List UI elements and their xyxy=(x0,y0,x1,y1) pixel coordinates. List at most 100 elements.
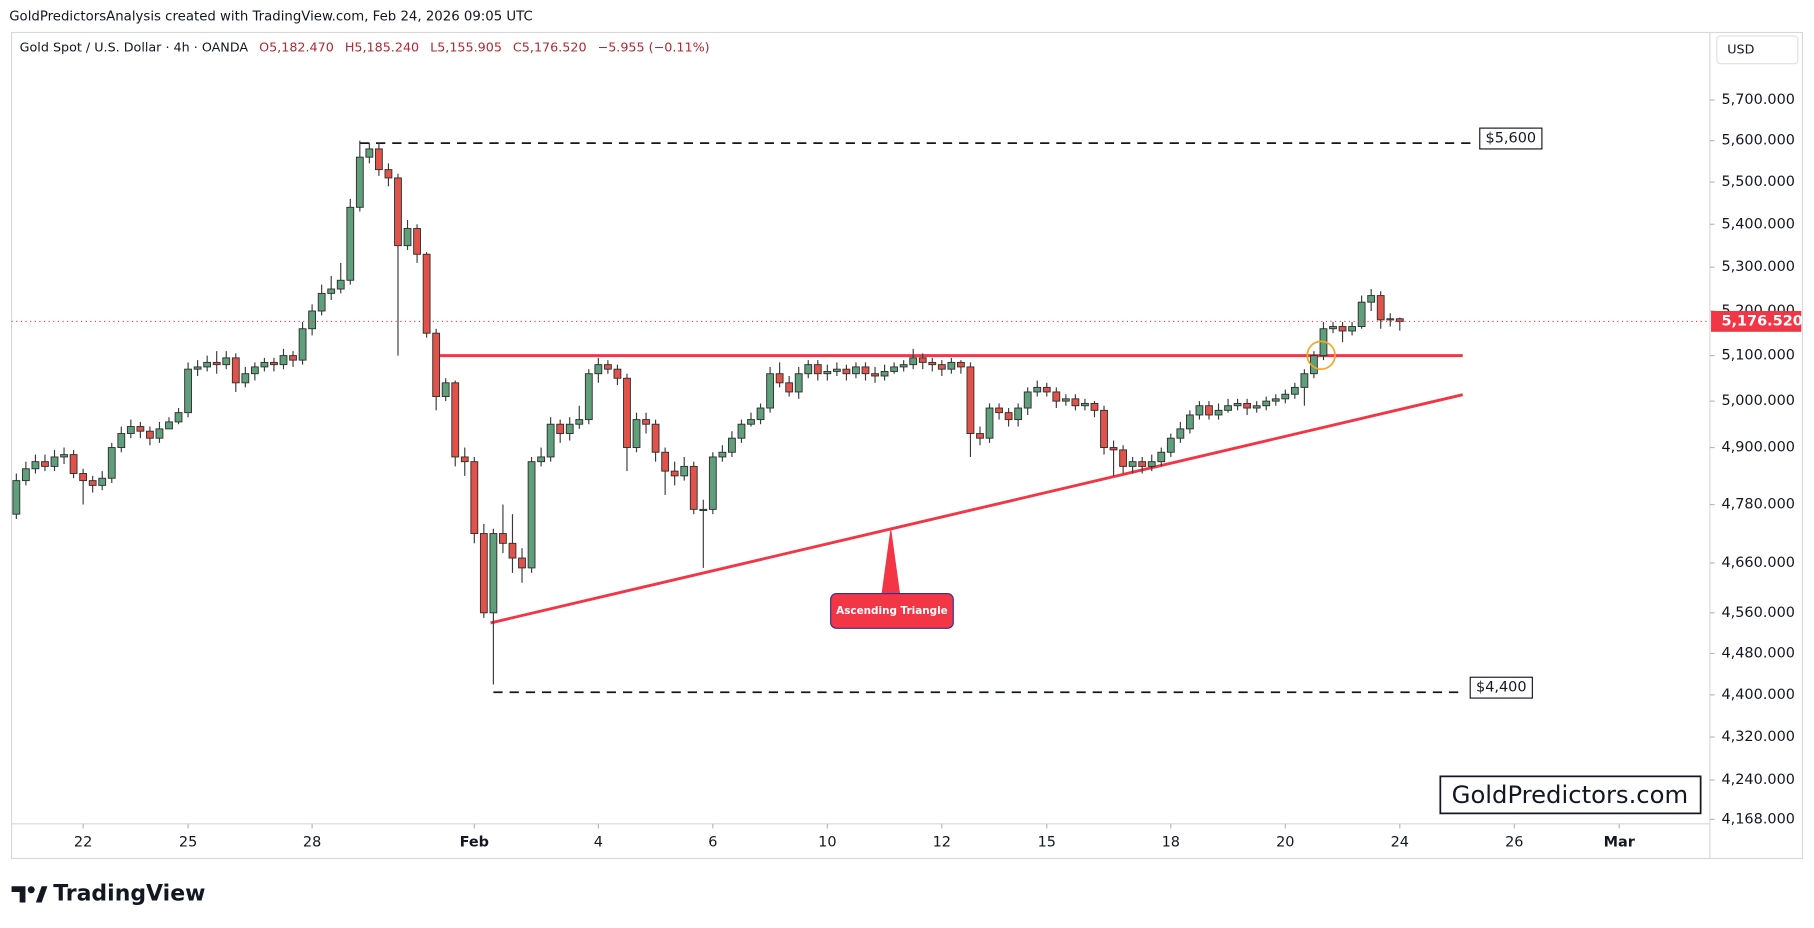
candle-body xyxy=(308,310,317,330)
candle-body xyxy=(1233,402,1242,407)
candle-body xyxy=(146,430,154,439)
candle-body xyxy=(375,148,383,171)
y-tick-label: 5,000.000 xyxy=(1721,393,1795,409)
candle-body xyxy=(260,361,269,368)
currency-box[interactable] xyxy=(1716,35,1799,65)
candle-body xyxy=(384,169,393,179)
candle-body xyxy=(1157,451,1166,463)
candle-body xyxy=(1166,437,1175,453)
x-tick-label: Feb xyxy=(460,834,489,850)
candle-body xyxy=(527,461,536,569)
candle-body xyxy=(1128,461,1137,467)
candle-body xyxy=(327,288,336,294)
candle-body xyxy=(947,361,956,370)
y-tick-label: 4,240.000 xyxy=(1721,772,1795,788)
candle-body xyxy=(1205,405,1213,416)
level-label: $5,600 xyxy=(1486,131,1537,147)
candle-body xyxy=(479,533,488,614)
x-tick-label: 26 xyxy=(1505,834,1523,850)
candle-body xyxy=(165,421,173,430)
candle-body xyxy=(117,433,126,449)
candle-body xyxy=(985,407,994,439)
ohlc-high: H5,185.240 xyxy=(345,39,419,54)
candle-body xyxy=(556,423,565,434)
candle-body xyxy=(708,456,717,510)
x-tick-label: 28 xyxy=(303,834,321,850)
candle-body xyxy=(1052,391,1061,402)
y-tick-label: 4,168.000 xyxy=(1721,811,1795,827)
candle-body xyxy=(1376,295,1385,321)
y-tick-label: 5,400.000 xyxy=(1721,216,1795,232)
plot-area: $5,600 $4,400 xyxy=(11,127,1710,699)
candle-body xyxy=(823,370,832,375)
candle-body xyxy=(1033,386,1042,393)
candle-body xyxy=(203,361,212,368)
x-tick-label: 10 xyxy=(818,834,836,850)
candle-body xyxy=(642,419,650,425)
candle-body xyxy=(728,437,736,453)
candle-body xyxy=(1004,412,1013,421)
symbol: Gold Spot / U.S. Dollar · 4h · OANDA xyxy=(20,39,249,54)
last-price-label: 5,176.520 xyxy=(1721,313,1802,329)
candle-body xyxy=(270,361,278,366)
candle-body xyxy=(603,364,612,370)
candle-body xyxy=(1224,405,1232,411)
candle-body xyxy=(718,451,727,458)
candle-body xyxy=(355,156,364,208)
candle-body xyxy=(60,454,68,458)
candle-body xyxy=(336,279,345,290)
candle-body xyxy=(365,148,374,158)
candle-body xyxy=(298,328,307,361)
candle-body xyxy=(250,366,259,375)
chart-title: Gold Spot / U.S. Dollar · 4h · OANDA O5,… xyxy=(20,39,710,54)
candle-body xyxy=(1262,400,1271,407)
candle-body xyxy=(594,364,603,375)
level-label: $4,400 xyxy=(1476,680,1527,696)
candle-body xyxy=(899,364,908,368)
last-price-badge xyxy=(1711,310,1802,332)
x-tick-label: 24 xyxy=(1391,834,1409,850)
candle-body xyxy=(1252,405,1261,409)
candle-body xyxy=(31,461,40,470)
candle-body xyxy=(537,456,545,463)
candle-body xyxy=(661,451,670,472)
candle-body xyxy=(747,419,755,425)
candle-body xyxy=(699,508,708,511)
candle-body xyxy=(1185,414,1194,430)
candle-body xyxy=(1042,386,1051,393)
candle-body xyxy=(871,373,879,377)
currency-label: USD xyxy=(1727,41,1754,56)
candle-body xyxy=(546,423,555,458)
candle-body xyxy=(832,368,841,372)
candle-body xyxy=(1071,398,1080,407)
candle-body xyxy=(155,428,164,439)
y-tick-label: 5,700.000 xyxy=(1721,92,1795,108)
level-label-box xyxy=(1479,127,1543,150)
x-tick-label: 20 xyxy=(1276,834,1294,850)
candle-body xyxy=(174,412,183,423)
candle-body xyxy=(957,361,965,368)
candle-body xyxy=(1119,449,1128,467)
candle-body xyxy=(1338,326,1347,332)
candle-body xyxy=(1061,398,1070,402)
callout-label: Ascending Triangle xyxy=(836,605,948,617)
candle-body xyxy=(861,366,870,375)
candle-body xyxy=(279,355,288,366)
candle-body xyxy=(689,465,698,510)
candle-body xyxy=(575,419,584,425)
x-tick-label: 4 xyxy=(594,834,603,850)
candle-body xyxy=(1090,402,1099,411)
candle-body xyxy=(1176,428,1185,439)
candle-body xyxy=(193,366,202,370)
candle-body xyxy=(852,366,860,375)
x-tick-label: 12 xyxy=(933,834,951,850)
candle-body xyxy=(403,228,412,247)
callout-pointer xyxy=(881,526,901,594)
frame xyxy=(10,31,1804,860)
candle-body xyxy=(184,368,192,414)
candle-body xyxy=(69,454,78,474)
candle-body xyxy=(766,373,774,409)
candle-body xyxy=(1100,409,1108,449)
brand: TradingView xyxy=(53,881,205,906)
